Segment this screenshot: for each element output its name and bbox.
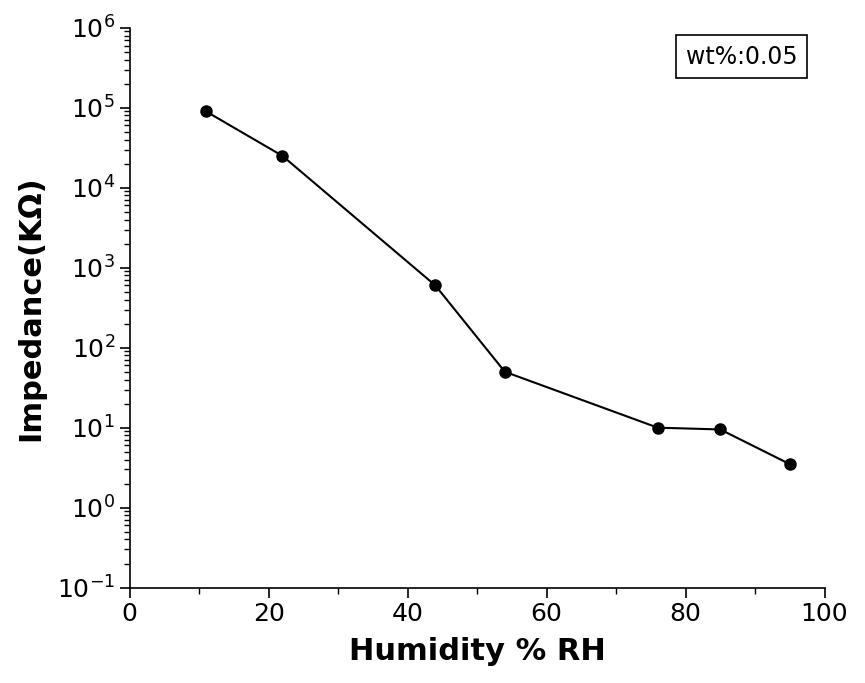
Text: wt%:0.05: wt%:0.05 [686, 44, 798, 68]
X-axis label: Humidity % RH: Humidity % RH [349, 637, 606, 667]
Y-axis label: Impedance(KΩ): Impedance(KΩ) [16, 175, 46, 441]
